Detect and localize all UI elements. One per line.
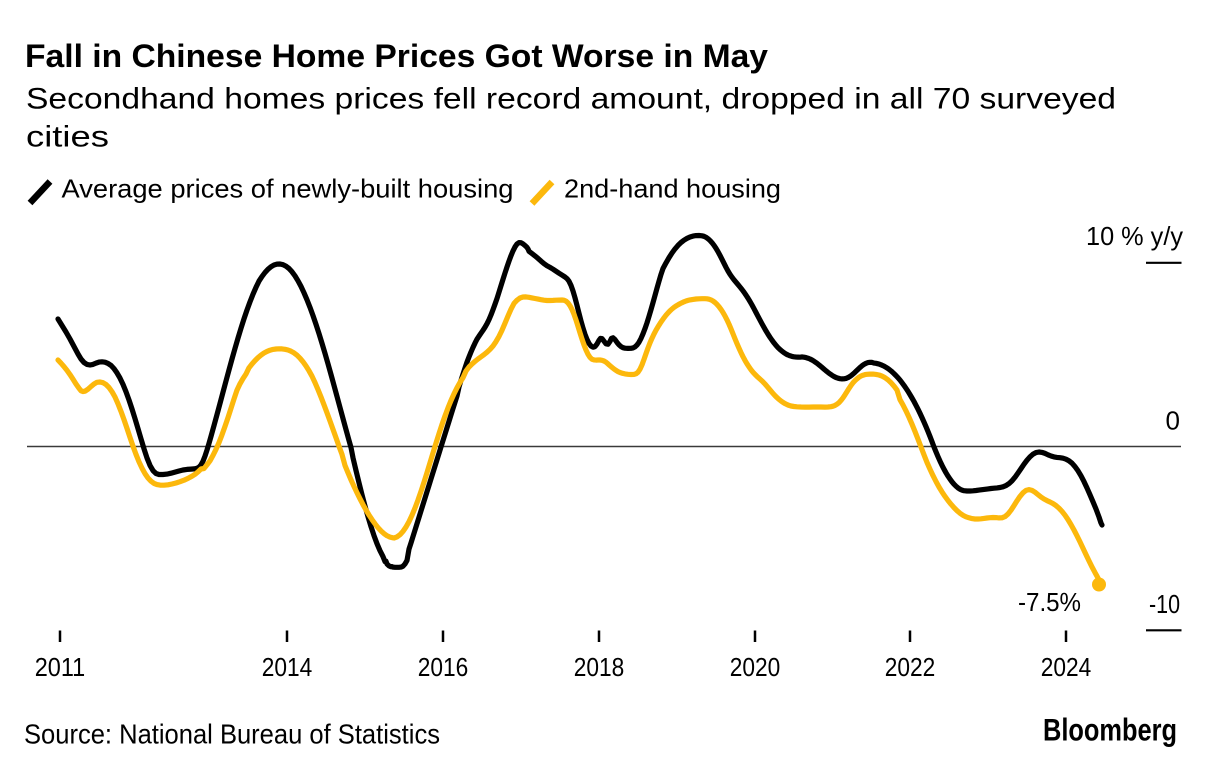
svg-text:2016: 2016 <box>418 652 469 682</box>
svg-text:Source: National Bureau of Sta: Source: National Bureau of Statistics <box>24 719 440 750</box>
svg-text:2014: 2014 <box>262 652 313 682</box>
svg-text:2024: 2024 <box>1041 652 1092 682</box>
svg-text:Fall in Chinese Home Prices Go: Fall in Chinese Home Prices Got Worse in… <box>25 38 768 74</box>
svg-text:Average prices of newly-built: Average prices of newly-built housing <box>62 174 514 204</box>
svg-text:10 % y/y: 10 % y/y <box>1086 221 1183 251</box>
svg-text:2018: 2018 <box>574 652 625 682</box>
svg-text:0: 0 <box>1166 406 1180 436</box>
svg-text:2nd-hand housing: 2nd-hand housing <box>564 174 781 204</box>
svg-text:Bloomberg: Bloomberg <box>1043 711 1177 747</box>
svg-text:2020: 2020 <box>730 652 781 682</box>
svg-text:-7.5%: -7.5% <box>1018 587 1081 617</box>
svg-text:2022: 2022 <box>885 652 936 682</box>
svg-text:-10: -10 <box>1149 589 1180 619</box>
svg-text:Secondhand homes prices fell r: Secondhand homes prices fell record amou… <box>26 83 1116 116</box>
svg-text:cities: cities <box>26 121 109 154</box>
svg-text:2011: 2011 <box>35 652 86 682</box>
